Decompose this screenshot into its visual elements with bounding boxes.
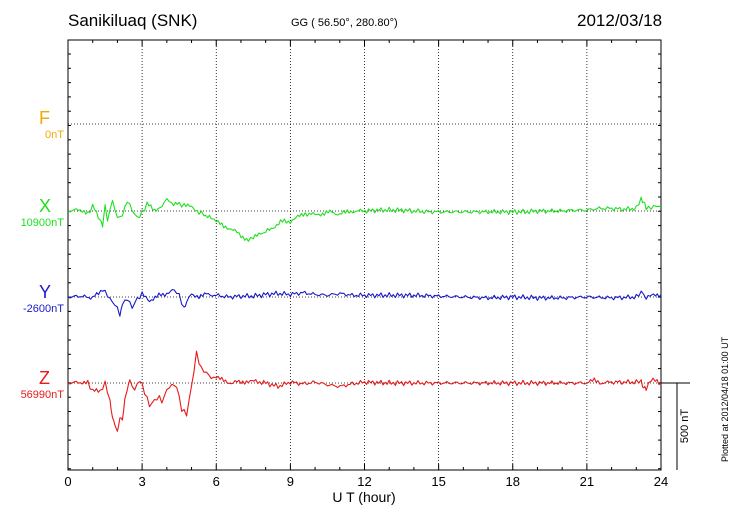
x-tick-label: 3 (139, 474, 146, 489)
station-title: Sanikiluaq (SNK) (68, 11, 198, 30)
series-line-z (67, 350, 662, 432)
component-baseline-x: 10900nT (20, 217, 64, 229)
component-baseline-z: 56990nT (20, 389, 64, 401)
axis-ticks (67, 40, 662, 470)
component-baseline-f: 0nT (45, 129, 64, 141)
component-baseline-y: -2600nT (23, 303, 64, 315)
plot-date: 2012/03/18 (577, 11, 663, 30)
x-tick-label: 6 (213, 474, 220, 489)
plotted-note: Plotted at 2012/04/18 01:00 UT (720, 336, 730, 462)
series-line-x (67, 196, 662, 242)
component-name-y: Y (39, 282, 52, 302)
scale-bar-label: 500 nT (679, 409, 691, 444)
x-tick-label: 24 (654, 474, 668, 489)
series-lines (67, 196, 662, 432)
x-tick-label: 21 (580, 474, 594, 489)
scale-bar (661, 382, 690, 470)
component-name-x: X (39, 196, 52, 216)
x-tick-label: 18 (506, 474, 520, 489)
x-tick-label: 15 (431, 474, 445, 489)
x-tick-labels: 0 3 6 9 12 15 18 21 24 (64, 474, 668, 489)
x-tick-label: 9 (287, 474, 294, 489)
x-tick-label: 12 (357, 474, 371, 489)
plot-frame (67, 39, 662, 471)
geographic-coordinates: GG ( 56.50°, 280.80°) (291, 17, 398, 29)
component-name-f: F (39, 108, 50, 128)
component-name-z: Z (39, 368, 50, 388)
x-axis-label: U T (hour) (332, 489, 395, 505)
x-tick-label: 0 (64, 474, 71, 489)
series-line-y (67, 288, 662, 317)
grid-lines (68, 40, 661, 470)
